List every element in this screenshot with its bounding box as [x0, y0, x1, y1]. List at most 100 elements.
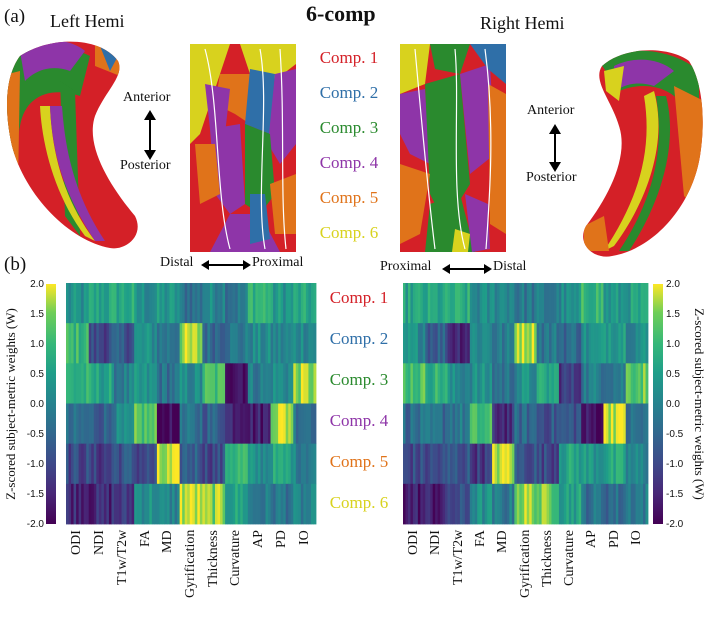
left-heat-cell-r5-md [156, 443, 181, 485]
left-heat-cell-r2-gyrification [179, 323, 203, 364]
right-heat-cell-r6-gyrification [514, 483, 538, 525]
left-xtick-io: IO [296, 530, 312, 545]
anterior-label-left: Anterior [123, 90, 171, 105]
left-heat-cell-r5-fa [134, 443, 158, 485]
left-colorbar-tick: 0.0 [30, 399, 44, 410]
heatmap-row-label-5: Comp. 5 [329, 452, 389, 471]
left-heat-cell-r1-curvature [225, 283, 249, 324]
right-heat-cell-r2-ndi [425, 323, 448, 364]
right-xtick-pd: PD [606, 530, 622, 548]
right-heat-cell-r1-ndi [425, 283, 448, 324]
right-heat-cell-r1-io [625, 283, 649, 324]
right-heat-cell-r5-gyrification [514, 443, 538, 485]
left-xtick-fa: FA [137, 530, 153, 547]
left-heat-cell-r5-odi [66, 443, 90, 485]
left-heat-cell-r5-ndi [88, 443, 112, 485]
left-xtick-ap: AP [251, 530, 267, 548]
right-heat-cell-r3-ap [581, 363, 604, 404]
figure-title: 6-comp [306, 1, 376, 26]
right-heat-cell-r5-io [625, 443, 649, 485]
right-heat-cell-r1-thickness [536, 283, 560, 324]
left-xtick-gyrification: Gyrification [183, 529, 198, 598]
left-colorbar-tick: 2.0 [30, 279, 44, 290]
right-heat-cell-r3-ndi [425, 363, 448, 404]
right-heat-cell-r1-t1wt2w [447, 283, 471, 324]
left-heat-cell-r1-md [156, 283, 181, 324]
right-heat-cell-r4-gyrification [514, 403, 538, 445]
right-xtick-curvature: Curvature [562, 530, 578, 586]
right-heat-cell-r5-thickness [536, 443, 560, 485]
left-xtick-ndi: NDI [92, 530, 108, 555]
left-hippocampus-surface [7, 41, 138, 249]
right-heat-cell-r5-ap [581, 443, 604, 485]
left-heat-cell-r2-pd [270, 323, 294, 364]
right-heat-cell-r1-md [492, 283, 515, 324]
right-heat-cell-r6-fa [469, 483, 493, 525]
left-heat-cell-r2-ap [247, 323, 271, 364]
right-heat-cell-r2-odi [403, 323, 426, 364]
panel-a-comp-label-3: Comp. 3 [319, 118, 379, 137]
left-colorbar-title: Z-scored subject-metric weights (W) [3, 308, 18, 500]
left-heat-cell-r1-t1wt2w [111, 283, 135, 324]
right-heat-cell-r4-fa [469, 403, 493, 445]
right-xtick-ndi: NDI [428, 530, 444, 555]
right-heat-cell-r5-fa [469, 443, 493, 485]
left-colorbar-tick: 0.5 [30, 369, 44, 380]
right-heat-cell-r4-odi [403, 403, 426, 445]
right-heat-cell-r3-pd [603, 363, 627, 404]
left-colorbar-tick: -1.5 [26, 489, 44, 500]
right-xtick-md: MD [495, 530, 511, 553]
right-colorbar-tick: -2.0 [666, 519, 684, 530]
left-heat-cell-r1-ndi [88, 283, 112, 324]
left-heat-cell-r4-odi [66, 403, 90, 445]
left-heat-cell-r3-ndi [88, 363, 112, 404]
left-heat-cell-r6-gyrification [179, 483, 203, 525]
left-heat-cell-r2-fa [134, 323, 158, 364]
left-heat-cell-r4-pd [270, 403, 294, 445]
right-colorbar-tick: 1.5 [666, 309, 680, 320]
ap-arrow-left [144, 110, 156, 160]
left-heat-cell-r4-t1wt2w [111, 403, 135, 445]
panel-a-comp-label-5: Comp. 5 [319, 188, 379, 207]
right-heat-cell-r4-t1wt2w [447, 403, 471, 445]
left-heat-cell-r3-md [156, 363, 181, 404]
left-heat-cell-r5-t1wt2w [111, 443, 135, 485]
right-heat-cell-r2-pd [603, 323, 627, 364]
left-heat-cell-r5-pd [270, 443, 294, 485]
left-heat-cell-r4-fa [134, 403, 158, 445]
left-heat-cell-r1-thickness [202, 283, 226, 324]
right-xtick-gyrification: Gyrification [517, 529, 533, 598]
right-heat-cell-r2-md [492, 323, 515, 364]
right-heat-cell-r6-ndi [425, 483, 448, 525]
left-heat-cell-r2-thickness [202, 323, 226, 364]
proximal-distal-arrow-right [442, 264, 492, 274]
right-colorbar [653, 284, 663, 524]
left-heat-cell-r2-md [156, 323, 181, 364]
right-heat-cell-r1-curvature [558, 283, 582, 324]
left-xtick-odi: ODI [69, 530, 85, 555]
right-heat-cell-r3-gyrification [514, 363, 538, 404]
left-colorbar-tick: 1.5 [30, 309, 44, 320]
heatmap-row-label-1: Comp. 1 [329, 288, 389, 307]
right-heat-cell-r5-ndi [425, 443, 448, 485]
right-hemi-title: Right Hemi [480, 13, 565, 33]
left-heat-cell-r3-curvature [225, 363, 249, 404]
right-heat-cell-r2-gyrification [514, 323, 538, 364]
left-flatmap [190, 44, 296, 252]
right-heat-cell-r6-ap [581, 483, 604, 525]
left-heat-cell-r6-fa [134, 483, 158, 525]
left-heat-cell-r3-fa [134, 363, 158, 404]
left-heat-cell-r3-t1wt2w [111, 363, 135, 404]
right-heat-cell-r1-odi [403, 283, 426, 324]
posterior-label-right: Posterior [526, 170, 577, 185]
left-hemi-title: Left Hemi [50, 11, 125, 31]
right-xtick-ap: AP [584, 530, 600, 548]
right-heat-cell-r1-ap [581, 283, 604, 324]
right-heat-cell-r2-io [625, 323, 649, 364]
panel-a-comp-label-2: Comp. 2 [319, 83, 379, 102]
right-heat-cell-r3-t1wt2w [447, 363, 471, 404]
right-heat-cell-r6-odi [403, 483, 426, 525]
right-flatmap [400, 44, 506, 252]
heatmap-row-label-4: Comp. 4 [329, 411, 389, 430]
left-colorbar-tick: 1.0 [30, 339, 44, 350]
